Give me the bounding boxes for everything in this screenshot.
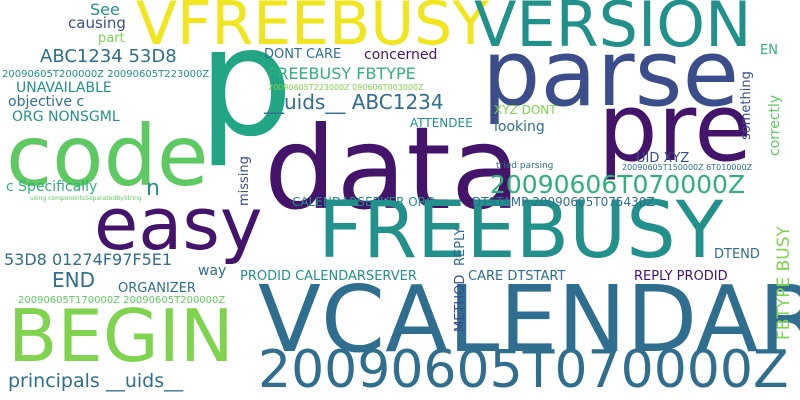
word-uid-xyz: UID XYZ bbox=[636, 151, 690, 166]
word-easy: easy bbox=[94, 182, 263, 266]
word-vcalendar: VCALENDAR bbox=[258, 266, 800, 373]
word-vfreebusy: VFREEBUSY bbox=[136, 0, 489, 59]
word-53d8-hex: 53D8 01274F97F5E1 bbox=[4, 250, 173, 269]
word-dates-left: 20090605T200000Z 20090605T223000Z bbox=[2, 69, 210, 80]
word-xyz-dont: XYZ DONT bbox=[494, 103, 557, 117]
word-end: END bbox=[52, 268, 95, 292]
word-n: n bbox=[146, 176, 160, 201]
word-freebusy-fbtype: FREEBUSY FBTYPE bbox=[268, 64, 416, 83]
word-pre: pre bbox=[598, 74, 753, 183]
word-dates-mid: 20090605T223000Z 090606T003000Z bbox=[268, 83, 424, 92]
word-part: part bbox=[98, 31, 125, 46]
word-concerned: concerned bbox=[364, 47, 438, 63]
word-code: code bbox=[6, 107, 209, 205]
word-version: VERSION bbox=[474, 0, 752, 61]
word-calendarserver-org: CALENDARSERVER ORG bbox=[292, 195, 436, 209]
word-dates-right: 20090605T150000Z 6T010000Z bbox=[622, 163, 753, 172]
word-en: EN bbox=[760, 43, 778, 58]
word-dont-care: DONT CARE bbox=[264, 47, 342, 62]
word-objective-c: objective c bbox=[8, 94, 85, 110]
word-c-specifically: c Specifically bbox=[6, 179, 98, 195]
word-dtend: DTEND bbox=[714, 247, 760, 262]
word-p: p bbox=[198, 0, 294, 170]
word-dtstamp: DTSTAMP 20090605T075430Z bbox=[472, 195, 655, 209]
word-see: See bbox=[90, 0, 120, 19]
word-date-0605: 20090605T070000Z bbox=[258, 340, 789, 400]
word-begin: BEGIN bbox=[8, 294, 234, 378]
word-using-components: using componentsSeparatedByString bbox=[30, 195, 142, 202]
word-attendee: ATTENDEE bbox=[410, 116, 473, 130]
word-data: data bbox=[264, 102, 521, 235]
word-reply-vertical: REPLY bbox=[453, 227, 468, 266]
word-prodid-calendarserver: PRODID CALENDARSERVER bbox=[240, 269, 417, 284]
word-missing: missing bbox=[237, 156, 252, 206]
word-unavailable: UNAVAILABLE bbox=[16, 80, 112, 96]
word-parse: parse bbox=[482, 20, 740, 127]
word-correctly: correctly bbox=[767, 94, 783, 156]
word-uids-abc1234: __uids__ ABC1234 bbox=[264, 90, 444, 114]
word-date-0606: 20090606T070000Z bbox=[490, 170, 746, 199]
word-org-nonsgml: ORG NONSGML bbox=[12, 109, 120, 125]
word-fbtype-busy: FBTYPE BUSY bbox=[774, 226, 794, 340]
word-looking: looking bbox=[494, 119, 545, 135]
word-tried-parsing: tried parsing bbox=[496, 161, 554, 171]
word-abc1234-53d8: ABC1234 53D8 bbox=[40, 46, 177, 67]
word-way: way bbox=[198, 263, 227, 279]
word-care-dtstart: CARE DTSTART bbox=[468, 269, 566, 284]
word-causing: causing bbox=[68, 14, 126, 32]
word-something: something bbox=[739, 71, 754, 140]
word-principals-uids: principals __uids__ bbox=[8, 370, 184, 392]
word-organizer: ORGANIZER bbox=[118, 281, 196, 296]
word-reply-prodid: REPLY PRODID bbox=[634, 269, 728, 284]
word-dates-bottom: 20090605T170000Z 20090605T200000Z bbox=[18, 295, 226, 306]
word-method: METHOD bbox=[453, 274, 468, 332]
word-freebusy: FREEBUSY bbox=[318, 186, 724, 276]
